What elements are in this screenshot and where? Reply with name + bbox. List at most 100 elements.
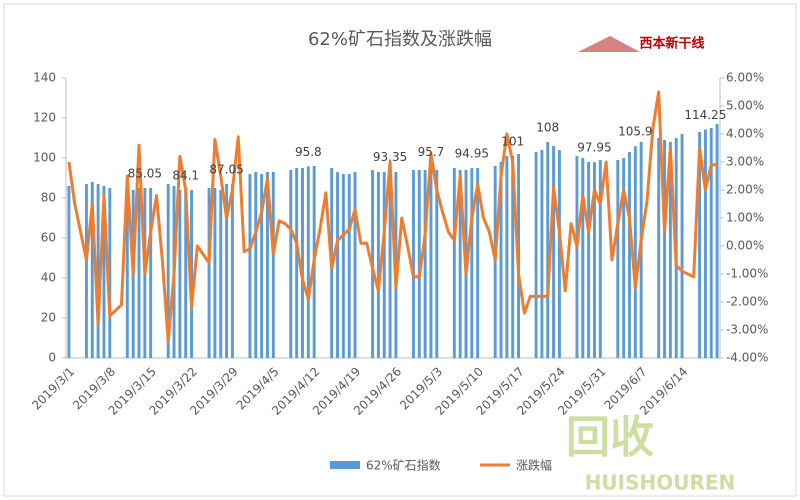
y2-tick-label: 5.00% bbox=[726, 99, 764, 113]
bar bbox=[557, 150, 561, 358]
y2-tick-label: -1.00% bbox=[726, 267, 768, 281]
watermark: 回收 bbox=[566, 412, 654, 463]
bar bbox=[429, 166, 433, 358]
bar bbox=[411, 170, 415, 358]
bar bbox=[347, 174, 351, 358]
value-label: 93.35 bbox=[373, 150, 407, 164]
bar bbox=[703, 129, 707, 358]
y-tick-label: 40 bbox=[41, 271, 56, 285]
bar bbox=[616, 160, 620, 358]
bar bbox=[382, 172, 386, 358]
bar bbox=[592, 162, 596, 358]
legend-swatch bbox=[330, 461, 360, 469]
bar bbox=[633, 146, 637, 358]
y-tick-label: 20 bbox=[41, 311, 56, 325]
bar bbox=[225, 183, 229, 358]
bar bbox=[67, 186, 71, 358]
bar bbox=[458, 170, 462, 358]
line bbox=[67, 90, 718, 343]
y2-tick-label: 1.00% bbox=[726, 211, 764, 225]
value-label: 87.05 bbox=[209, 162, 243, 176]
y2-tick-label: 2.00% bbox=[726, 183, 764, 197]
bar bbox=[295, 168, 299, 358]
bar bbox=[709, 128, 713, 358]
bar bbox=[125, 192, 129, 358]
bar bbox=[552, 146, 556, 358]
bar bbox=[190, 190, 194, 358]
y2-tick-label: 3.00% bbox=[726, 155, 764, 169]
bar bbox=[505, 156, 509, 358]
bar bbox=[207, 188, 211, 358]
value-label: 108 bbox=[536, 121, 559, 135]
logo-icon bbox=[578, 36, 640, 52]
bar bbox=[499, 162, 503, 358]
bar bbox=[511, 156, 515, 358]
bar bbox=[657, 138, 661, 358]
value-label: 114.25 bbox=[684, 108, 726, 122]
bar bbox=[137, 188, 141, 358]
y-tick-label: 60 bbox=[41, 231, 56, 245]
y2-tick-label: 4.00% bbox=[726, 127, 764, 141]
bar bbox=[265, 172, 269, 358]
y-tick-label: 0 bbox=[48, 351, 56, 365]
bar bbox=[628, 152, 631, 358]
bar bbox=[715, 124, 719, 358]
bar bbox=[668, 142, 672, 358]
bar bbox=[540, 150, 544, 358]
chart-title: 62%矿石指数及涨跌幅 bbox=[308, 29, 492, 50]
bar bbox=[248, 174, 252, 358]
bar bbox=[388, 171, 392, 358]
bar bbox=[102, 186, 106, 358]
y2-tick-label: -2.00% bbox=[726, 295, 768, 309]
bar bbox=[108, 188, 112, 358]
bar bbox=[470, 168, 474, 358]
y2-tick-label: -4.00% bbox=[726, 351, 768, 365]
value-label: 95.8 bbox=[295, 145, 322, 159]
bar bbox=[178, 190, 182, 358]
y2-tick-label: 6.00% bbox=[726, 71, 764, 85]
value-label: 105.9 bbox=[618, 125, 652, 139]
bar bbox=[423, 170, 427, 358]
bar bbox=[90, 182, 94, 358]
bar bbox=[546, 142, 550, 358]
bar bbox=[534, 152, 538, 358]
legend-label: 涨跌幅 bbox=[516, 458, 552, 473]
y-tick-label: 120 bbox=[33, 111, 56, 125]
y-tick-label: 140 bbox=[33, 71, 56, 85]
y-tick-label: 80 bbox=[41, 191, 56, 205]
bar bbox=[575, 156, 579, 358]
bar bbox=[260, 174, 264, 358]
bar bbox=[230, 184, 234, 358]
bar bbox=[289, 170, 293, 358]
bar bbox=[166, 184, 170, 358]
bar bbox=[84, 184, 88, 358]
bar bbox=[149, 188, 153, 358]
value-label: 84.1 bbox=[172, 168, 199, 182]
value-label: 101 bbox=[501, 135, 524, 149]
bar bbox=[493, 166, 497, 358]
bar bbox=[663, 140, 666, 358]
bar bbox=[417, 170, 421, 358]
bar bbox=[353, 172, 357, 358]
legend-label: 62%矿石指数 bbox=[366, 458, 441, 473]
bar bbox=[213, 188, 217, 358]
bar bbox=[680, 134, 684, 358]
bar bbox=[306, 166, 310, 358]
bar bbox=[96, 184, 100, 358]
watermark-sub: HUISHOUREN bbox=[585, 471, 736, 495]
y2-tick-label: -3.00% bbox=[726, 323, 768, 337]
logo-text: 西本新干线 bbox=[639, 36, 704, 52]
value-label: 94.95 bbox=[455, 147, 489, 161]
bar bbox=[341, 174, 345, 358]
bar bbox=[622, 158, 626, 358]
bar bbox=[598, 160, 602, 358]
bar bbox=[254, 172, 258, 358]
bar bbox=[336, 172, 339, 358]
bar bbox=[271, 172, 275, 358]
bar bbox=[376, 172, 380, 358]
bar bbox=[587, 162, 591, 358]
bar bbox=[435, 170, 439, 358]
bar bbox=[476, 168, 480, 358]
bar bbox=[219, 190, 223, 358]
